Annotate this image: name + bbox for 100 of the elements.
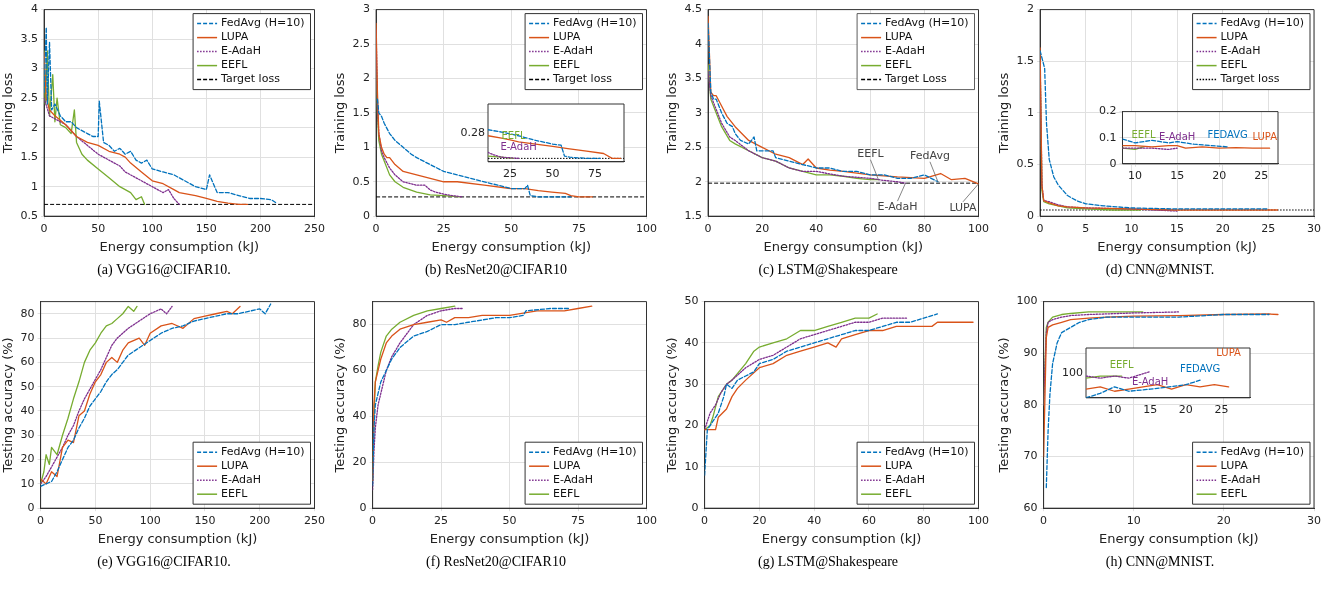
legend-label: FedAvg (H=10) (1220, 16, 1305, 30)
y-tick-label: 2.5 (684, 140, 703, 154)
legend-label: Target Loss (884, 72, 948, 86)
y-axis-title: Training loss (996, 72, 1012, 155)
legend-label: Target loss (220, 72, 281, 86)
y-tick-label: 100 (1016, 294, 1038, 308)
y-axis-title: Training loss (0, 72, 16, 155)
y-tick-label: 2 (31, 120, 39, 134)
y-tick-label: 0 (359, 501, 367, 515)
y-tick-label: 70 (20, 330, 35, 344)
text: (h) CNN@MNIST. (1104, 554, 1216, 570)
x-tick-label: 40 (807, 513, 822, 527)
legend-label: FedAvg (H=10) (885, 16, 969, 30)
x-tick-label: 75 (588, 167, 603, 181)
x-tick-label: 0 (40, 221, 48, 235)
text: (a) VGG16@CIFAR10. (96, 262, 232, 278)
x-tick-label: 20 (1215, 221, 1230, 235)
series-label: EEFL (1109, 358, 1135, 370)
annotation: EEFL (857, 146, 885, 160)
x-tick-label: 0 (372, 221, 380, 235)
x-tick-label: 100 (139, 513, 161, 527)
y-tick-label: 50 (684, 294, 699, 308)
y-tick-label: 0 (363, 209, 371, 223)
x-axis-title: Energy consumption (kJ) (97, 530, 258, 546)
text: (d) CNN@MNIST. (1104, 262, 1216, 278)
x-tick-label: 40 (809, 221, 824, 235)
x-tick-label: 80 (916, 513, 931, 527)
y-tick-label: 20 (684, 418, 699, 432)
legend-label: LUPA (885, 459, 913, 473)
x-tick-label: 20 (1216, 513, 1231, 527)
y-tick-label: 2.5 (20, 91, 39, 104)
x-tick-label: 60 (861, 513, 876, 527)
x-tick-label: 200 (249, 221, 271, 235)
y-tick-label: 3 (695, 105, 703, 119)
y-tick-label: 0 (691, 501, 699, 515)
y-tick-label: 1.5 (1016, 54, 1035, 68)
legend-label: FedAvg (H=10) (553, 16, 637, 30)
y-tick-label: 0 (27, 501, 35, 515)
legend-label: EEFL (221, 487, 249, 501)
x-tick-label: 80 (917, 221, 932, 235)
x-axis-title: Energy consumption (kJ) (763, 238, 924, 254)
legend-label: E-AdaH (553, 473, 594, 487)
y-tick-label: 3.5 (684, 71, 703, 85)
y-tick-label: 3 (363, 2, 371, 16)
y-tick-label: 30 (20, 428, 35, 442)
legend-label: EEFL (221, 58, 249, 72)
annotation: 0.28 (460, 125, 485, 139)
y-axis-title: Testing accuracy (%) (664, 337, 680, 474)
series-label: EEFL (1131, 129, 1156, 141)
x-tick-label: 15 (1170, 169, 1185, 183)
legend-label: EEFL (885, 58, 913, 72)
x-tick-label: 50 (91, 221, 106, 235)
legend-label: EEFL (885, 487, 913, 501)
x-tick-label: 15 (1143, 403, 1158, 417)
x-tick-label: 20 (1178, 403, 1193, 417)
legend-label: EEFL (553, 58, 581, 72)
y-tick-label: 0.5 (20, 209, 39, 223)
legend-label: FedAvg (H=10) (1220, 445, 1305, 459)
legend-label: LUPA (553, 30, 581, 44)
x-tick-label: 20 (752, 513, 767, 527)
x-tick-label: 100 (141, 221, 163, 235)
y-tick-label: 1.5 (352, 105, 371, 119)
x-tick-label: 75 (571, 513, 586, 527)
legend-label: LUPA (221, 30, 249, 44)
x-tick-label: 60 (863, 221, 878, 235)
y-tick-label: 2.5 (352, 36, 371, 50)
legend-label: Target loss (1219, 72, 1280, 86)
x-tick-label: 200 (249, 513, 271, 527)
legend-label: E-AdaH (1220, 473, 1261, 487)
y-tick-label: 0.5 (1016, 157, 1035, 171)
x-tick-label: 0 (704, 221, 712, 235)
y-tick-label: 50 (20, 379, 35, 393)
x-tick-label: 150 (195, 221, 217, 235)
legend-label: LUPA (1220, 459, 1249, 473)
text: (f) ResNet20@CIFAR10 (425, 554, 567, 570)
x-axis-title: Energy consumption (kJ) (429, 530, 590, 546)
x-tick-label: 100 (968, 221, 989, 235)
series-label: FEDAVG (1207, 129, 1248, 141)
x-tick-label: 100 (636, 221, 657, 235)
y-tick-label: 0.2 (1098, 104, 1117, 118)
series-label: FEDAVG (1179, 362, 1221, 374)
x-tick-label: 75 (571, 221, 586, 235)
y-tick-label: 2 (363, 71, 371, 85)
y-axis-title: Testing accuracy (%) (996, 337, 1012, 474)
y-tick-label: 60 (20, 355, 35, 369)
y-tick-label: 3 (31, 61, 39, 75)
y-axis-title: Training loss (664, 72, 680, 155)
x-tick-label: 20 (755, 221, 770, 235)
y-tick-label: 90 (1023, 346, 1038, 360)
legend-label: EEFL (553, 487, 581, 501)
y-tick-label: 2 (1027, 2, 1035, 16)
y-tick-label: 20 (352, 455, 367, 469)
x-tick-label: 25 (1261, 221, 1276, 235)
x-tick-label: 15 (1170, 221, 1185, 235)
x-tick-label: 250 (304, 513, 325, 527)
legend-label: EEFL (1220, 58, 1248, 72)
y-tick-label: 30 (684, 377, 699, 391)
x-tick-label: 30 (1307, 513, 1321, 527)
x-tick-label: 10 (1126, 513, 1141, 527)
legend-label: E-AdaH (553, 44, 594, 58)
